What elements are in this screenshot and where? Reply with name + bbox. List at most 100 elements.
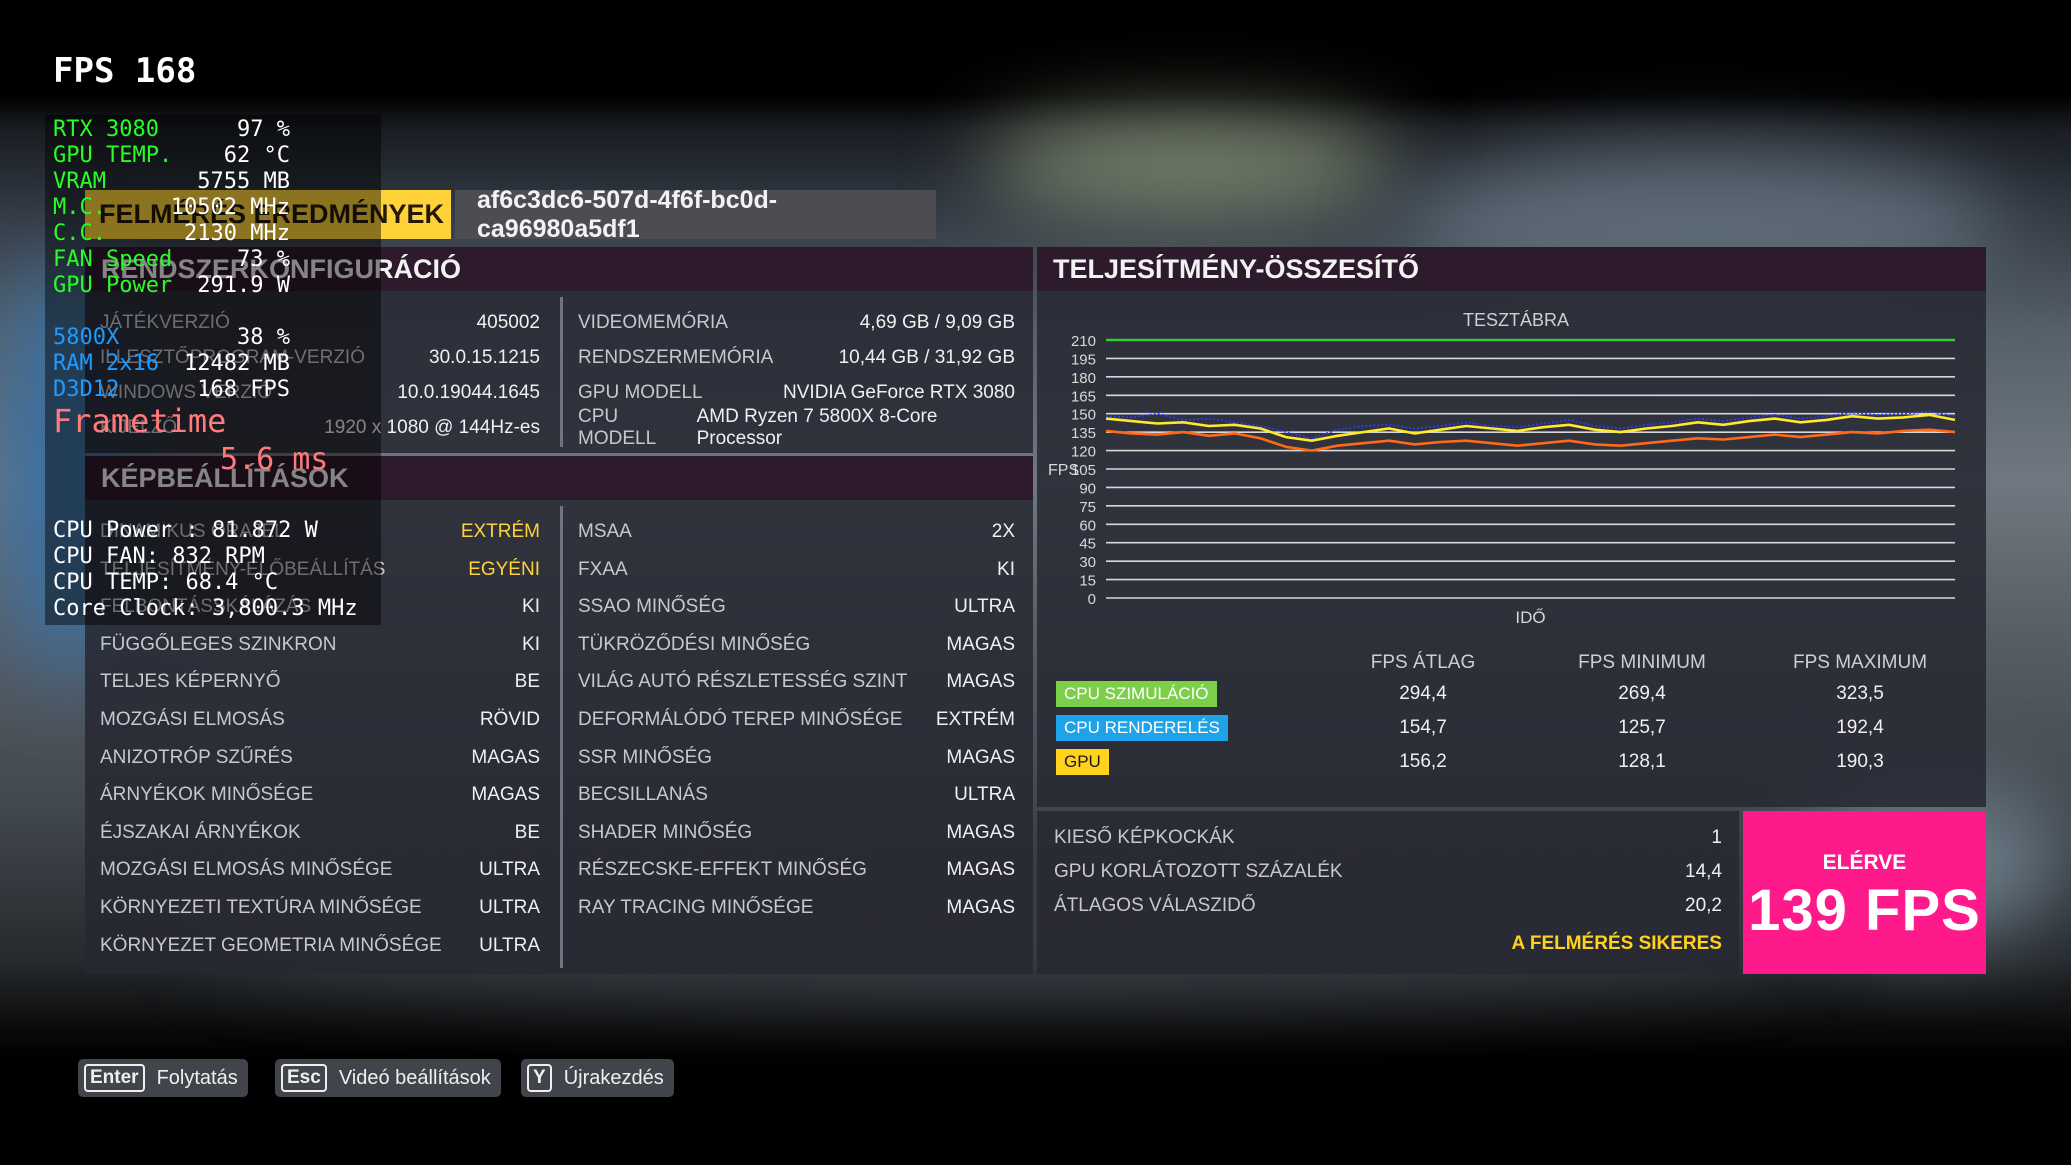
- osd-backdrop: [45, 115, 381, 625]
- setting-key: FÜGGŐLEGES SZINKRON: [100, 633, 337, 655]
- osd-label-text: GPU Power: [53, 273, 173, 298]
- setting-row: RÉSZECSKE-EFFEKT MINŐSÉG MAGAS: [578, 854, 1015, 886]
- setting-key: MOZGÁSI ELMOSÁS: [100, 709, 285, 730]
- achieved-fps-value: 139 FPS: [1748, 878, 1981, 943]
- osd-label-text: 5800X: [53, 325, 120, 350]
- setting-value: KI: [522, 633, 540, 655]
- setting-row: RENDSZERMEMÓRIA 10,44 GB / 31,92 GB: [578, 342, 1015, 374]
- setting-value: 10,44 GB / 31,92 GB: [838, 347, 1015, 368]
- osd-value-text: 38 %: [237, 325, 290, 350]
- setting-row: ANIZOTRÓP SZŰRÉS MAGAS: [100, 742, 540, 774]
- image-settings-box: [85, 500, 1033, 974]
- osd-value-text: 10502 MHz: [170, 195, 290, 220]
- extra-stat-value: 14,4: [1685, 861, 1722, 882]
- setting-value: AMD Ryzen 7 5800X 8-Core Processor: [696, 406, 938, 449]
- continue-button[interactable]: Enter Folytatás: [78, 1059, 248, 1097]
- setting-key: SHADER MINŐSÉG: [578, 821, 753, 843]
- osd-value: 168 FPS: [170, 377, 290, 403]
- setting-key: VIDEOMEMÓRIA: [578, 312, 728, 333]
- setting-value: EXTRÉM: [460, 521, 540, 542]
- esc-key-icon: Esc: [281, 1064, 327, 1092]
- setting-value: MAGAS: [946, 859, 1015, 881]
- image-settings-title: KÉPBEÁLLÍTÁSOK: [85, 456, 1033, 500]
- osd-value: 2130 MHz: [170, 221, 290, 247]
- stats-row-label: GPU: [1056, 749, 1109, 775]
- chart-title: TESZTÁBRA: [1463, 310, 1570, 330]
- fps-chart: 2101951801651501351201059075604530150FPS…: [1048, 333, 1956, 627]
- setting-key: RENDSZERMEMÓRIA: [578, 347, 774, 368]
- setting-key: FXAA: [578, 558, 628, 580]
- performance-extra-box: [1037, 811, 1739, 974]
- setting-value: KI: [522, 596, 540, 618]
- setting-value: 10.0.19044.1645: [397, 382, 540, 403]
- run-id: af6c3dc6-507d-4f6f-bc0d-ca96980a5df1: [455, 186, 936, 243]
- setting-value: EXTRÉM: [935, 709, 1015, 730]
- osd-value: 97 %: [170, 117, 290, 143]
- system-config-title: RENDSZERKONFIGURÁCIÓ: [85, 247, 1033, 291]
- y-tick-label: 0: [1088, 591, 1096, 608]
- extra-stat-value: 20,2: [1685, 895, 1722, 916]
- y-tick-label: 135: [1071, 425, 1096, 442]
- system-config-box: [85, 291, 1033, 453]
- extra-stat-row: GPU KORLÁTOZOTT SZÁZALÉK 14,4: [1054, 856, 1722, 888]
- setting-row: VIDEOMEMÓRIA 4,69 GB / 9,09 GB: [578, 307, 1015, 339]
- setting-row: RAY TRACING MINŐSÉGE MAGAS: [578, 892, 1015, 924]
- osd-label: RTX 3080: [53, 117, 159, 143]
- osd-value-text: 168 FPS: [197, 377, 290, 402]
- setting-row: SHADER MINŐSÉG MAGAS: [578, 817, 1015, 849]
- setting-row: FXAA KI: [578, 554, 1015, 586]
- setting-value: 405002: [476, 312, 540, 333]
- stats-cell: 154,7: [1399, 717, 1447, 738]
- y-tick-label: 165: [1071, 388, 1096, 405]
- osd-value-text: 73 %: [237, 247, 290, 272]
- setting-key: KÖRNYEZETI TEXTÚRA MINŐSÉGE: [100, 897, 422, 918]
- osd-fps: FPS 168: [53, 51, 197, 91]
- setting-value: MAGAS: [946, 746, 1015, 768]
- osd-label-text: C.C.: [53, 221, 106, 246]
- osd-value-text: 62 °C: [223, 143, 290, 168]
- setting-row: ILLESZTŐPROGRAM-VERZIÓ 30.0.15.1215: [100, 342, 540, 374]
- restart-label: Újrakezdés: [563, 1066, 664, 1089]
- osd-frametime-label: Frametime: [53, 402, 227, 440]
- video-settings-button[interactable]: Esc Videó beállítások: [275, 1059, 501, 1097]
- setting-key: BECSILLANÁS: [578, 784, 708, 806]
- setting-row: TELJES KÉPERNYŐ BE: [100, 666, 540, 698]
- setting-value: ULTRA: [479, 859, 540, 881]
- y-tick-label: 90: [1079, 480, 1096, 497]
- y-axis-label: FPS: [1048, 462, 1079, 479]
- osd-label: GPU TEMP.: [53, 143, 172, 169]
- osd-label: GPU Power: [53, 273, 172, 299]
- restart-button[interactable]: Y Újrakezdés: [521, 1059, 674, 1097]
- stats-row-label: CPU RENDERELÉS: [1056, 715, 1228, 741]
- y-tick-label: 195: [1071, 351, 1096, 368]
- performance-title: TELJESÍTMÉNY-ÖSSZESÍTŐ: [1037, 247, 1986, 291]
- column-divider: [560, 506, 563, 968]
- setting-row: GPU MODELL NVIDIA GeForce RTX 3080: [578, 377, 1015, 409]
- setting-key: ÉJSZAKAI ÁRNYÉKOK: [100, 821, 301, 843]
- osd-value: 38 %: [170, 325, 290, 351]
- setting-value: EGYÉNI: [468, 558, 540, 580]
- stats-cell: 128,1: [1618, 751, 1666, 772]
- setting-row: JÁTÉKVERZIÓ 405002: [100, 307, 540, 339]
- setting-key: TÜKRÖZŐDÉSI MINŐSÉG: [578, 633, 811, 655]
- setting-row: CPU MODELL AMD Ryzen 7 5800X 8-Core Proce…: [578, 406, 1015, 449]
- setting-row: MSAA 2X: [578, 516, 1015, 548]
- setting-key: ÁRNYÉKOK MINŐSÉGE: [100, 784, 314, 806]
- chart-series-line-2: [1105, 428, 1956, 452]
- setting-row: KÖRNYEZETI TEXTÚRA MINŐSÉGE ULTRA: [100, 892, 540, 924]
- setting-value: 4,69 GB / 9,09 GB: [859, 312, 1015, 333]
- setting-key: RÉSZECSKE-EFFEKT MINŐSÉG: [578, 859, 867, 881]
- extra-stat-key: GPU KORLÁTOZOTT SZÁZALÉK: [1054, 861, 1343, 882]
- setting-key: TELJESÍTMÉNY-ELŐBEÁLLÍTÁS: [100, 558, 386, 580]
- y-tick-label: 120: [1071, 444, 1096, 461]
- setting-key: MOZGÁSI ELMOSÁS MINŐSÉGE: [100, 859, 393, 881]
- extra-stat-key: ÁTLAGOS VÁLASZIDŐ: [1054, 895, 1256, 916]
- stats-cell: 192,4: [1836, 717, 1884, 738]
- setting-value: ULTRA: [954, 596, 1015, 618]
- setting-value: 30.0.15.1215: [429, 347, 540, 368]
- osd-cpu-line: Core Clock: 3,800.3 MHz: [53, 596, 358, 621]
- stats-column-header: FPS ÁTLAG: [1370, 652, 1476, 673]
- osd-value: 12482 MB: [170, 351, 290, 377]
- stats-column-header: FPS MAXIMUM: [1792, 652, 1928, 673]
- setting-key: SSR MINŐSÉG: [578, 746, 713, 768]
